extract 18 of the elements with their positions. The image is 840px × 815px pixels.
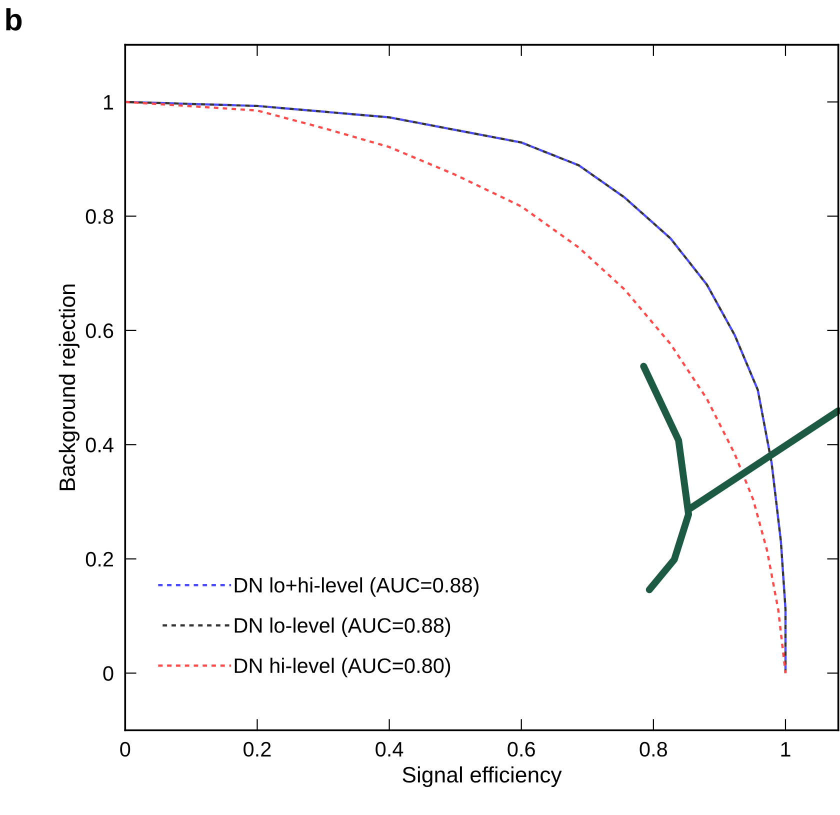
legend-label: DN lo+hi-level (AUC=0.88) [234, 577, 479, 597]
x-tick-label: 0.8 [640, 742, 668, 757]
x-axis-title: Signal efficiency [402, 766, 562, 788]
y-tick-label: 1 [104, 95, 114, 110]
legend-label: DN hi-level (AUC=0.80) [234, 658, 450, 678]
x-tick-label: 0.2 [244, 742, 271, 757]
y-tick-label: 0 [103, 666, 114, 681]
text: b [6, 8, 22, 31]
x-tick-label: 0.6 [508, 742, 535, 757]
y-axis-title: Background rejection [58, 284, 80, 490]
x-tick-label: 1 [781, 742, 790, 756]
y-tick-label: 0.8 [86, 209, 114, 224]
x-tick-label: 0 [120, 742, 130, 757]
y-tick-label: 0.6 [86, 323, 114, 338]
legend-label: DN lo-level (AUC=0.88) [234, 618, 450, 637]
y-tick-label: 0.2 [86, 552, 114, 567]
x-tick-label: 0.4 [376, 742, 404, 757]
y-tick-label: 0.4 [86, 438, 114, 452]
